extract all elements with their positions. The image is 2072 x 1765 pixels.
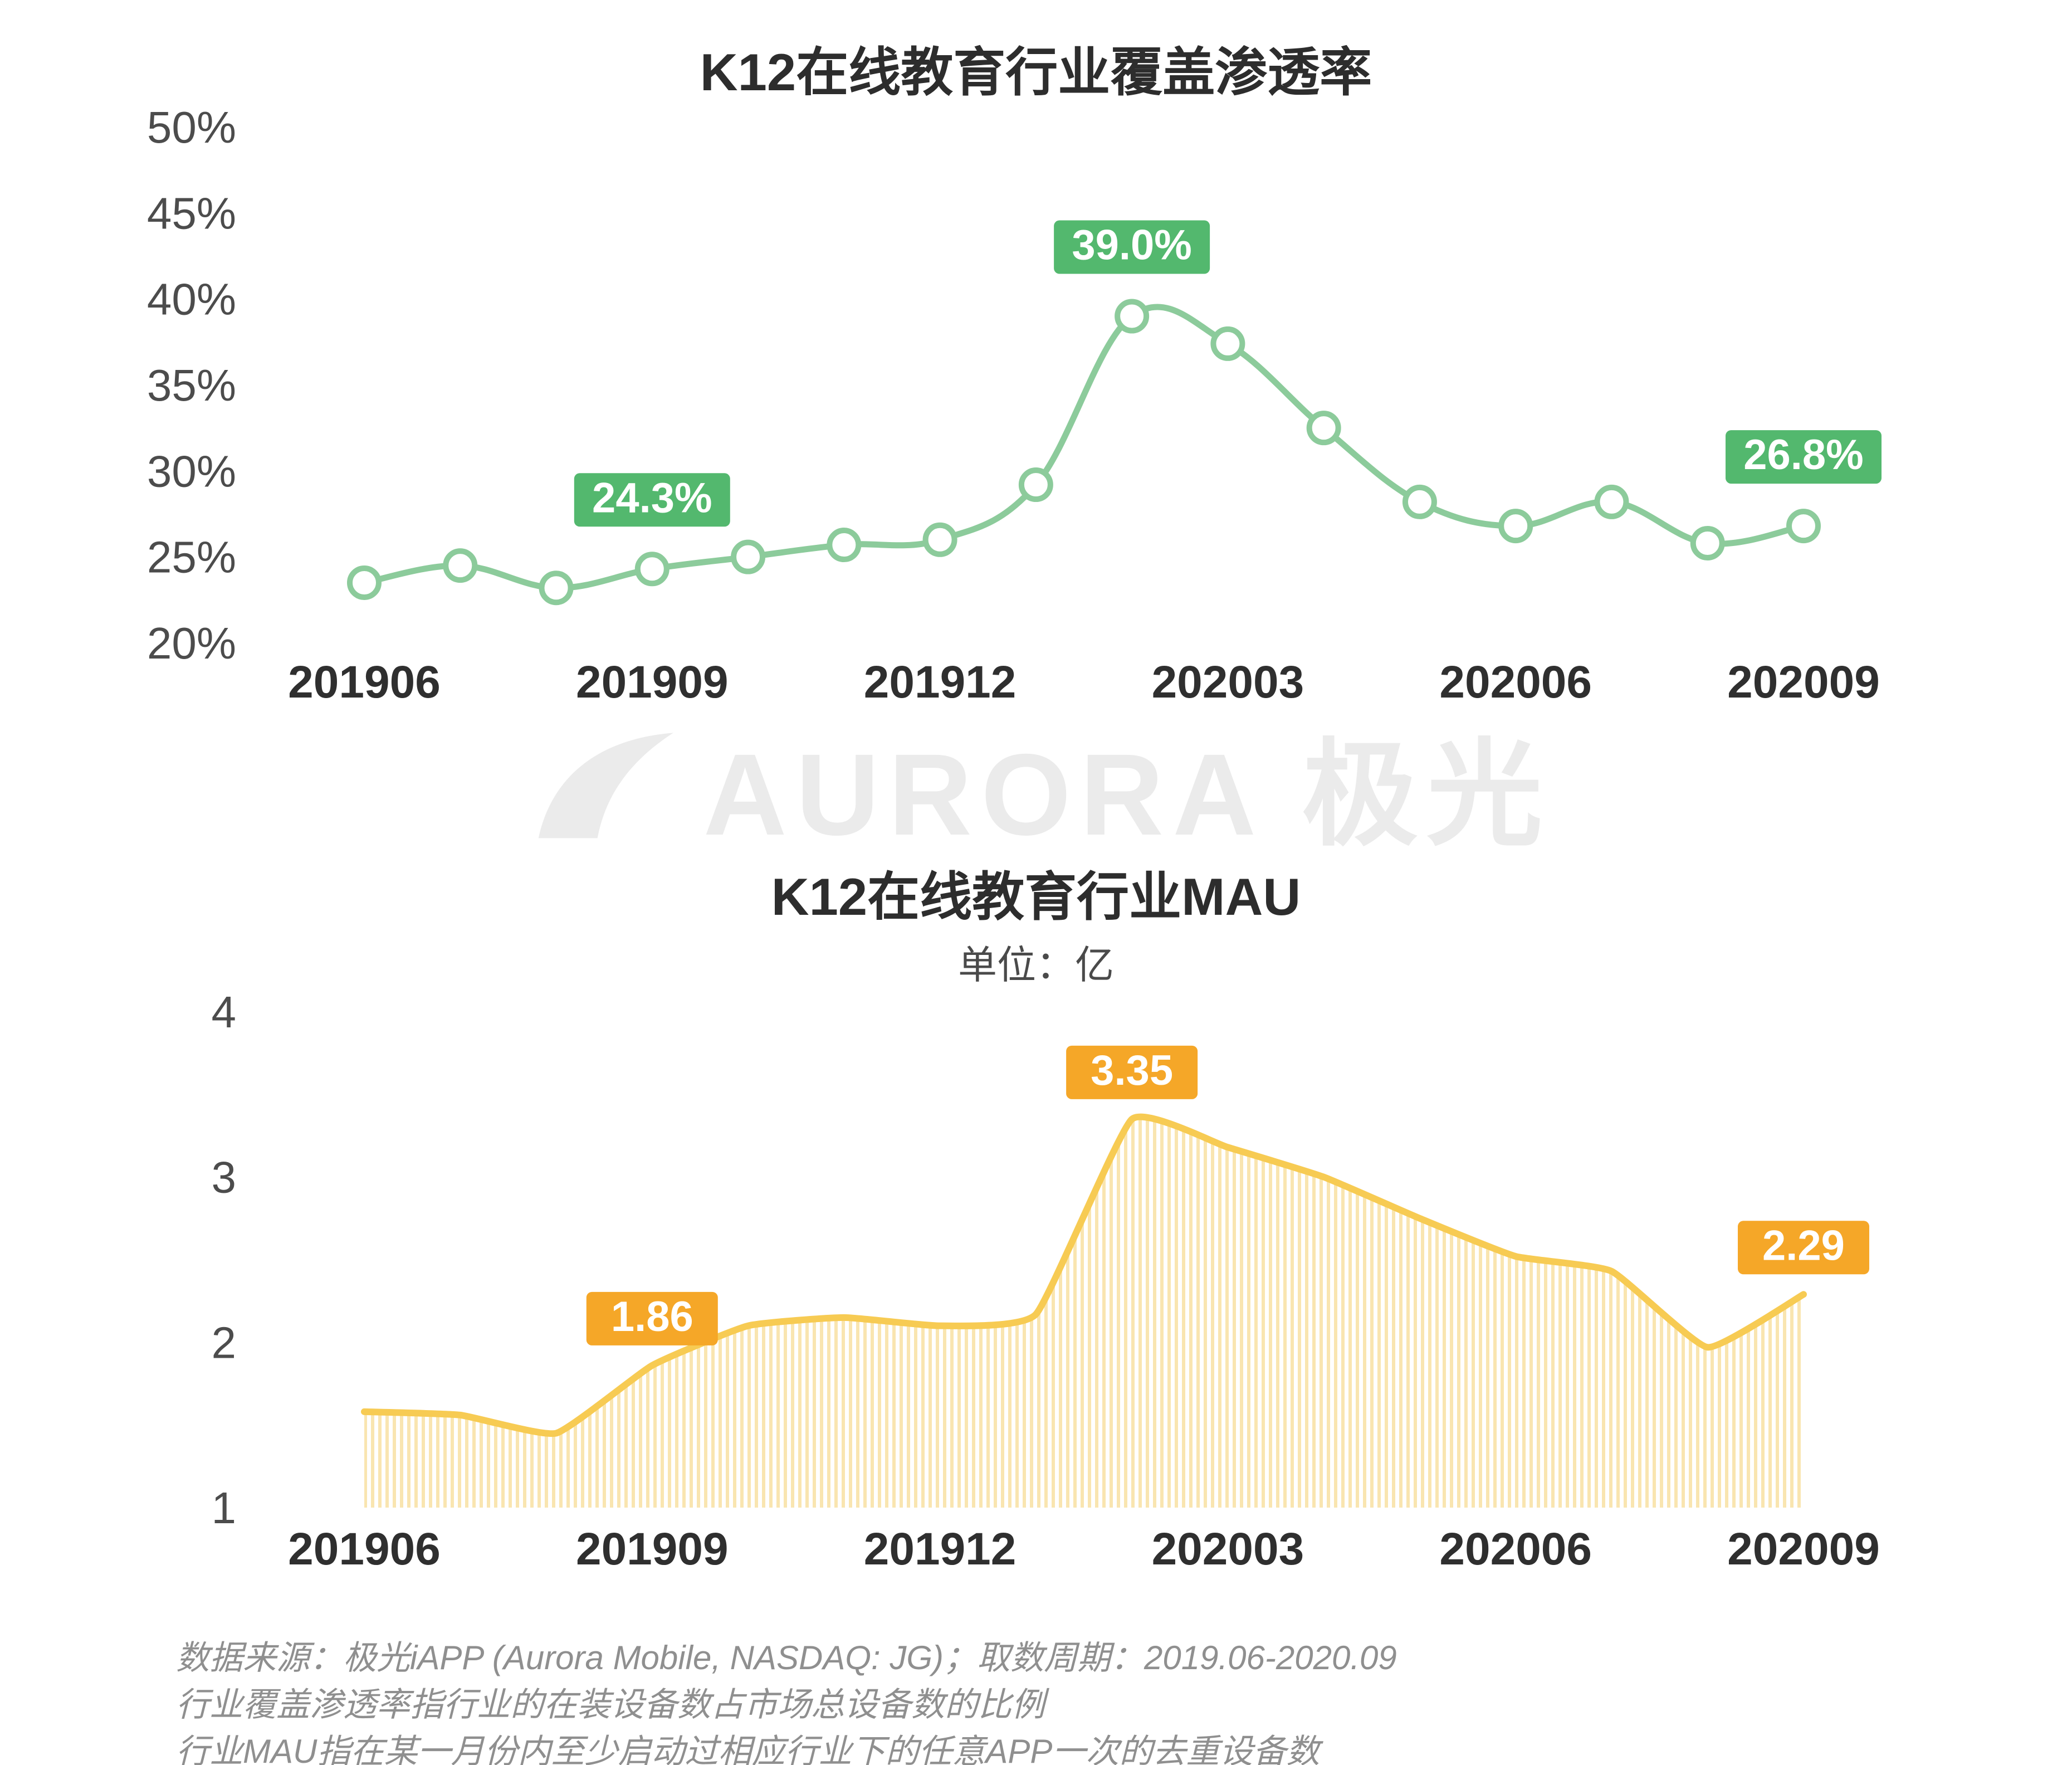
annotation-badge: 24.3% — [574, 473, 730, 527]
data-point-marker — [1210, 326, 1245, 361]
y-axis-tick-label: 3 — [212, 1153, 237, 1202]
x-axis-tick-label: 202009 — [1727, 1524, 1880, 1574]
x-axis-tick-label: 201912 — [864, 1524, 1017, 1574]
mau-area-chart: 1 2 3 4 201906 201909 201912 202003 202006 202009… — [212, 987, 1880, 1574]
annotation-badge-label: 39.0% — [1072, 222, 1192, 269]
annotation-badge: 2.29 — [1738, 1221, 1869, 1275]
y-axis-tick-label: 25% — [147, 533, 236, 582]
data-point-marker — [1594, 484, 1629, 519]
annotation-badge: 39.0% — [1054, 220, 1210, 274]
annotation-badge-label: 3.35 — [1091, 1047, 1173, 1094]
data-point-marker — [922, 522, 957, 557]
x-axis-tick-label: 201906 — [288, 657, 441, 708]
data-point-marker — [1786, 509, 1821, 544]
data-point-marker — [1306, 411, 1341, 446]
annotation-badge: 26.8% — [1726, 430, 1882, 484]
mau-chart-title: K12在线教育行业MAU — [771, 867, 1301, 926]
x-axis-tick-label: 202003 — [1152, 1524, 1304, 1574]
footnote-penetration-def: 行业覆盖渗透率指行业的在装设备数占市场总设备数的比例 — [176, 1687, 1045, 1724]
annotation-badge: 3.35 — [1066, 1045, 1198, 1099]
data-point-markers — [347, 299, 1821, 606]
x-axis-tick-label: 201912 — [864, 657, 1017, 708]
x-axis-tick-label: 202009 — [1727, 657, 1880, 708]
annotation-badge-label: 26.8% — [1743, 431, 1864, 479]
annotation-badge: 1.86 — [586, 1291, 718, 1345]
y-axis-tick-label: 4 — [212, 987, 237, 1037]
footnote-source: 数据来源：极光iAPP (Aurora Mobile, NASDAQ: JG)；… — [176, 1640, 1397, 1677]
x-axis-labels: 201906 201909 201912 202003 202006 202009 — [288, 657, 1880, 708]
y-axis-tick-label: 2 — [212, 1318, 237, 1367]
x-axis-tick-label: 202003 — [1152, 657, 1304, 708]
x-axis-tick-label: 202006 — [1439, 657, 1592, 708]
y-axis-tick-label: 30% — [147, 446, 236, 496]
x-axis-labels: 201906 201909 201912 202003 202006 202009 — [288, 1524, 1880, 1574]
data-point-marker — [731, 539, 766, 574]
x-axis-tick-label: 201909 — [576, 1524, 729, 1574]
annotation-badge-label: 1.86 — [611, 1293, 693, 1340]
y-axis-tick-label: 1 — [212, 1483, 237, 1533]
y-axis-tick-label: 45% — [147, 188, 236, 238]
data-point-marker — [634, 552, 670, 587]
data-point-marker — [1402, 484, 1437, 519]
x-axis-tick-label: 201906 — [288, 1524, 441, 1574]
penetration-line-chart: 20%25%30%35%40%45%50%201906 201909 201912 2… — [147, 103, 1882, 708]
y-axis-tick-label: 20% — [147, 618, 236, 668]
data-point-marker — [1018, 467, 1053, 503]
y-axis-tick-label: 40% — [147, 275, 236, 324]
footnotes: 数据来源：极光iAPP (Aurora Mobile, NASDAQ: JG)；… — [176, 1636, 1961, 1765]
y-axis-tick-label: 35% — [147, 360, 236, 410]
series-line — [361, 304, 1807, 591]
y-axis-tick-label: 50% — [147, 103, 236, 152]
data-point-marker — [1115, 299, 1150, 334]
data-point-marker — [539, 571, 574, 606]
data-point-marker — [1690, 525, 1725, 560]
x-axis-tick-label: 202006 — [1439, 1524, 1592, 1574]
series-line — [361, 1113, 1807, 1437]
penetration-chart-title: K12在线教育行业覆盖渗透率 — [700, 42, 1372, 101]
annotation-badge-label: 2.29 — [1762, 1222, 1845, 1269]
data-point-marker — [443, 548, 478, 583]
annotation-badge-label: 24.3% — [592, 474, 712, 521]
y-axis-labels: 20% 25% 30% 35% 40% 45% 50% — [147, 103, 236, 668]
data-point-marker — [827, 528, 862, 563]
area-fill — [364, 1116, 1804, 1508]
y-axis-labels: 1 2 3 4 — [212, 987, 237, 1533]
x-axis-tick-label: 201909 — [576, 657, 729, 708]
footnote-mau-def: 行业MAU指在某一月份内至少启动过相应行业下的任意APP一次的去重设备数 — [176, 1734, 1320, 1765]
mau-chart-subtitle: 单位：亿 — [957, 944, 1114, 987]
data-point-marker — [347, 565, 382, 600]
data-point-marker — [1498, 509, 1533, 544]
